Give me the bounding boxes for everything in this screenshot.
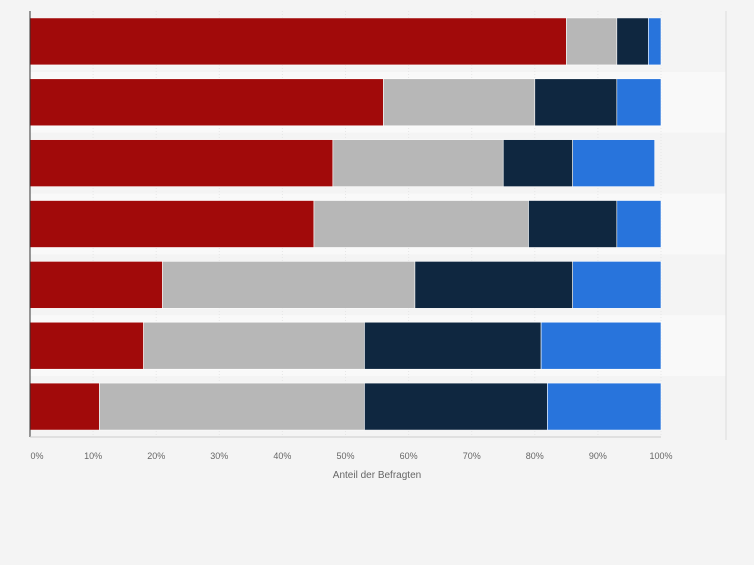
x-tick-labels: 0% 10% 20% 30% 40% 50% 60% 70% 80% 90% 100% — [30, 451, 672, 461]
x-tick-label: 80% — [526, 451, 544, 461]
bar-segment — [99, 382, 365, 431]
bar-segment — [383, 78, 536, 127]
x-tick-label: 20% — [147, 451, 165, 461]
bar-segment — [29, 139, 334, 187]
bar-segment — [648, 17, 662, 66]
bar-segment — [540, 321, 662, 370]
x-tick-label: 90% — [589, 451, 607, 461]
bar-segment — [572, 261, 662, 309]
bar-segment — [502, 139, 573, 187]
x-tick-label: 70% — [463, 451, 481, 461]
bar-segment — [616, 200, 662, 248]
bar-segment — [364, 321, 542, 370]
bar-segment — [616, 78, 662, 127]
bar-segment — [364, 382, 548, 431]
bar-segment — [566, 17, 618, 66]
bar-segment — [29, 321, 144, 370]
bars — [29, 17, 662, 431]
bar-segment — [29, 261, 163, 309]
bar-segment — [143, 321, 365, 370]
bar-segment — [29, 78, 384, 127]
x-axis-label: Anteil der Befragten — [333, 470, 421, 481]
bar-segment — [528, 200, 618, 248]
bar-segment — [29, 17, 567, 66]
bar-segment — [616, 17, 649, 66]
x-tick-label: 50% — [336, 451, 354, 461]
bar-segment — [547, 382, 662, 431]
bar-segment — [313, 200, 529, 248]
x-tick-label: 60% — [400, 451, 418, 461]
bar-segment — [332, 139, 504, 187]
x-tick-label: 30% — [210, 451, 228, 461]
bar-segment — [29, 382, 100, 431]
bar-segment — [414, 261, 573, 309]
x-tick-label: 10% — [84, 451, 102, 461]
x-tick-label: 40% — [273, 451, 291, 461]
bar-segment — [534, 78, 618, 127]
bar-segment — [572, 139, 655, 187]
bar-segment — [162, 261, 416, 309]
x-tick-label: 100% — [649, 451, 672, 461]
axes — [29, 11, 661, 438]
x-tick-label: 0% — [30, 451, 43, 461]
bar-segment — [29, 200, 315, 248]
